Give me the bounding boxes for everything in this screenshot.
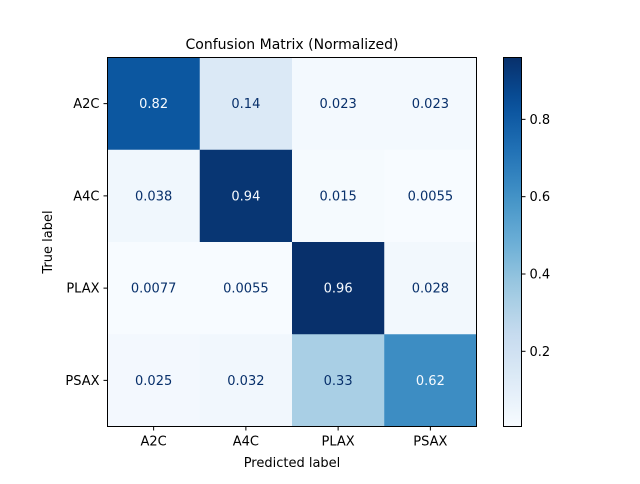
colorbar-tick-label: 0.6 [530,190,551,205]
heatmap-cells [107,57,477,427]
heatmap-cell [384,57,477,151]
heatmap-cell [107,57,201,151]
heatmap-cell [107,334,201,427]
cell-value-label: 0.023 [320,97,357,112]
heatmap-cell [292,334,385,427]
colorbar [503,57,522,427]
cell-value-label: 0.0055 [408,189,454,204]
x-tick-label: PLAX [322,435,355,450]
cell-value-label: 0.0077 [131,282,177,297]
heatmap-cell [107,242,201,335]
heatmap-cell [384,242,477,335]
heatmap-cell [292,57,385,151]
cell-value-label: 0.0055 [223,282,269,297]
cell-value-label: 0.032 [227,374,264,389]
heatmap-cell [384,149,477,243]
cell-value-label: 0.82 [139,97,168,112]
heatmap-cell [199,334,293,427]
cell-value-label: 0.94 [231,189,260,204]
heatmap-cell-labels: 0.82 0.14 0.023 0.023 0.038 0.94 0.015 0.0055 0.… [131,97,453,389]
cell-value-label: 0.14 [231,97,260,112]
colorbar-tick-label: 0.4 [530,267,551,282]
x-axis-label: Predicted label [244,456,341,471]
chart-title: Confusion Matrix (Normalized) [186,37,399,53]
colorbar-tick-label: 0.8 [530,113,551,128]
y-tick-label: A4C [73,189,99,204]
cell-value-label: 0.023 [412,97,449,112]
y-axis-label: True label [41,210,56,274]
y-tick-label: PSAX [65,374,99,389]
x-axis-ticks: A2C A4C PLAX PSAX [141,426,448,450]
y-axis-ticks: A2C A4C PLAX PSAX [65,97,108,389]
cell-value-label: 0.33 [324,374,353,389]
cell-value-label: 0.62 [416,374,445,389]
x-tick-label: A2C [141,435,167,450]
cell-value-label: 0.96 [324,282,353,297]
heatmap-cell [292,242,385,335]
heatmap-cell [292,149,385,243]
cell-value-label: 0.038 [135,189,172,204]
heatmap-cell [199,242,293,335]
heatmap-cell [384,334,477,427]
plot-frame [107,57,477,427]
heatmap-cell [199,57,293,151]
y-tick-label: PLAX [66,282,99,297]
heatmap-cell [199,149,293,243]
cell-value-label: 0.025 [135,374,172,389]
cell-value-label: 0.028 [412,282,449,297]
heatmap-cell [107,149,201,243]
y-tick-label: A2C [73,97,99,112]
x-tick-label: PSAX [413,435,447,450]
x-tick-label: A4C [233,435,259,450]
colorbar-ticks: 0.2 0.4 0.6 0.8 [521,113,551,360]
cell-value-label: 0.015 [320,189,357,204]
colorbar-tick-label: 0.2 [530,345,551,360]
